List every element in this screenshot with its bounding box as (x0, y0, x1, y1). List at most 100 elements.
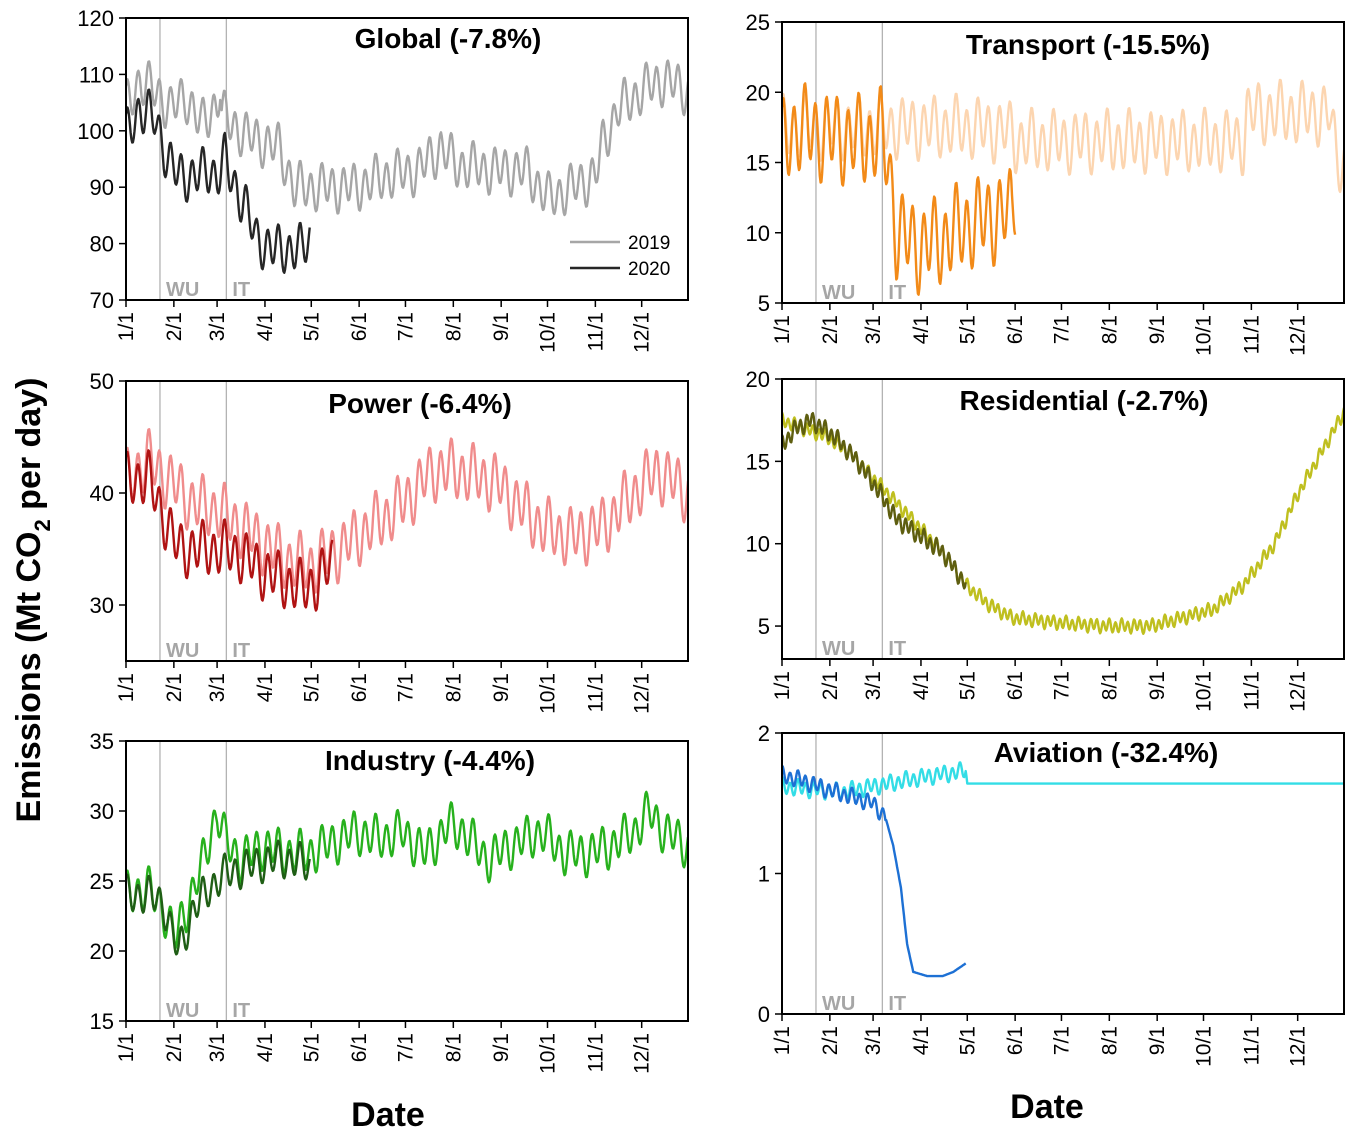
power-chart-title: Power (-6.4%) (328, 388, 512, 419)
residential-x-tick-label: 8/1 (1098, 671, 1121, 700)
power-marker-label-wu: WU (166, 640, 199, 662)
power-x-tick-label: 3/1 (206, 673, 229, 702)
transport-x-tick-label: 9/1 (1146, 315, 1169, 344)
global-series-group (126, 59, 688, 274)
industry-y-tick-label: 20 (90, 939, 114, 964)
power-marker-label-it: IT (232, 640, 250, 662)
power-y-tick-label: 50 (90, 369, 114, 394)
global-marker-label-wu: WU (166, 279, 199, 301)
industry-x-tick-label: 3/1 (206, 1033, 229, 1062)
residential-chart: WU IT 5 10 15 20 1/1 2/1 3/1 4/1 5/1 6/1 7/1 8/1 9/1 10… (746, 367, 1345, 712)
industry-x-tick-label: 11/1 (584, 1033, 607, 1072)
aviation-marker-label-it: IT (888, 993, 906, 1015)
industry-x-tick-label: 9/1 (490, 1033, 513, 1062)
power-x-tick-label: 5/1 (300, 673, 323, 702)
y-axis-title-subscript: 2 (30, 519, 55, 531)
transport-chart-title: Transport (-15.5%) (966, 29, 1210, 60)
global-y-tick-label: 70 (90, 288, 114, 313)
aviation-x-tick-label: 2/1 (819, 1026, 842, 1055)
residential-series-group (782, 407, 1344, 635)
aviation-series-2019 (782, 761, 1344, 801)
industry-series-2019 (126, 790, 688, 950)
industry-chart: WU IT 15 20 25 30 35 1/1 2/1 3/1 4/1 5/1 6/1 7/1 8/1 9/… (90, 729, 689, 1074)
industry-x-tick-label: 1/1 (115, 1033, 138, 1062)
aviation-x-tick-label: 7/1 (1050, 1026, 1073, 1055)
residential-x-tick-label: 9/1 (1146, 671, 1169, 700)
y-axis-title: Emissions (Mt CO2 per day) (10, 378, 55, 823)
global-legend-label-2019: 2019 (628, 233, 670, 254)
residential-x-tick-label: 6/1 (1004, 671, 1027, 700)
industry-series-group (126, 790, 688, 956)
industry-x-tick-label: 4/1 (254, 1033, 277, 1062)
industry-x-tick-label: 6/1 (348, 1033, 371, 1062)
residential-x-tick-label: 12/1 (1287, 671, 1310, 712)
industry-marker-label-wu: WU (166, 1000, 199, 1022)
residential-chart-title: Residential (-2.7%) (960, 385, 1209, 416)
x-axis-title-left: Date (351, 1096, 425, 1134)
residential-marker-label-wu: WU (822, 638, 855, 660)
aviation-series-2020 (782, 764, 967, 978)
transport-x-tick-label: 1/1 (771, 315, 794, 344)
industry-y-tick-label: 15 (90, 1009, 114, 1034)
transport-series-group (782, 78, 1344, 296)
global-series-2019 (126, 59, 688, 217)
global-x-tick-label: 8/1 (442, 312, 465, 341)
power-x-tick-label: 11/1 (584, 673, 607, 712)
power-x-tick-label: 6/1 (348, 673, 371, 702)
residential-x-tick-label: 1/1 (771, 671, 794, 700)
aviation-series-group (782, 761, 1344, 978)
power-x-tick-label: 2/1 (163, 673, 186, 702)
global-x-tick-label: 11/1 (584, 312, 607, 351)
power-x-tick-label: 8/1 (442, 673, 465, 702)
global-chart-title: Global (-7.8%) (355, 23, 542, 54)
aviation-x-tick-label: 5/1 (956, 1026, 979, 1055)
industry-y-tick-label: 30 (90, 799, 114, 824)
residential-x-tick-label: 2/1 (819, 671, 842, 700)
residential-x-tick-label: 3/1 (862, 671, 885, 700)
aviation-x-tick-label: 1/1 (771, 1026, 794, 1055)
transport-marker-label-it: IT (888, 282, 906, 304)
residential-series-2019 (782, 407, 1344, 635)
global-x-tick-label: 12/1 (631, 312, 654, 353)
transport-x-tick-label: 12/1 (1287, 315, 1310, 356)
global-legend-label-2020: 2020 (628, 259, 670, 280)
residential-x-tick-label: 10/1 (1193, 671, 1216, 712)
aviation-plot-frame (781, 732, 1345, 1015)
power-y-tick-label: 40 (90, 481, 114, 506)
transport-x-tick-label: 4/1 (910, 315, 933, 344)
residential-y-tick-label: 5 (758, 614, 770, 639)
power-x-tick-label: 9/1 (490, 673, 513, 702)
global-y-tick-label: 120 (77, 6, 114, 31)
residential-x-tick-label: 11/1 (1240, 671, 1263, 710)
transport-x-tick-label: 2/1 (819, 315, 842, 344)
transport-y-tick-label: 20 (746, 80, 770, 105)
power-x-tick-label: 7/1 (394, 673, 417, 702)
power-x-tick-label: 12/1 (631, 673, 654, 714)
industry-x-tick-label: 5/1 (300, 1033, 323, 1062)
transport-x-tick-label: 5/1 (956, 315, 979, 344)
global-y-tick-label: 100 (77, 119, 114, 144)
industry-series-2020 (126, 839, 311, 956)
aviation-x-tick-label: 9/1 (1146, 1026, 1169, 1055)
power-series-2019 (126, 428, 688, 594)
industry-x-tick-label: 10/1 (537, 1033, 560, 1074)
industry-y-tick-label: 25 (90, 869, 114, 894)
industry-plot-frame (125, 740, 689, 1022)
industry-x-tick-label: 7/1 (394, 1033, 417, 1062)
residential-x-tick-label: 7/1 (1050, 671, 1073, 700)
transport-y-tick-label: 10 (746, 221, 770, 246)
residential-y-tick-label: 20 (746, 367, 770, 392)
global-x-tick-label: 1/1 (115, 312, 138, 341)
global-x-tick-label: 5/1 (300, 312, 323, 341)
transport-x-tick-label: 11/1 (1240, 315, 1263, 354)
aviation-x-tick-label: 6/1 (1004, 1026, 1027, 1055)
global-chart: WU IT 70 80 90 100 110 120 1/1 2/1 3/1 4/1 5/1 6/1 7/1… (77, 6, 689, 353)
power-series-group (126, 428, 688, 612)
global-marker-label-it: IT (232, 279, 250, 301)
transport-series-2020 (782, 82, 1017, 296)
global-plot-frame (125, 17, 689, 301)
aviation-x-tick-label: 12/1 (1287, 1026, 1310, 1067)
